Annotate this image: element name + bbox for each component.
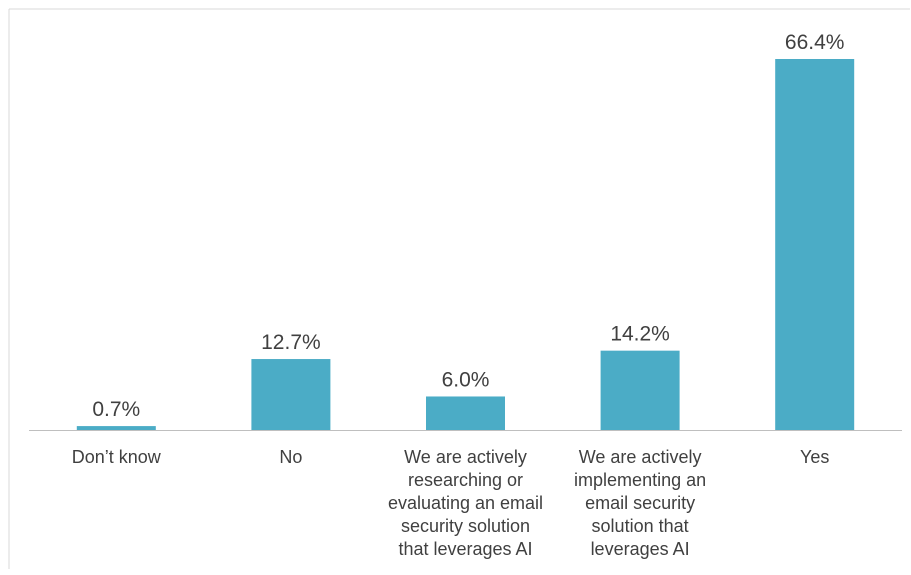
x-tick-label-2-4: that leverages AI [398,539,532,559]
data-label-3: 14.2% [610,323,670,346]
bar-2 [426,396,505,430]
x-tick-label-4-0: Yes [800,447,829,467]
x-tick-label-2-2: evaluating an email [388,493,543,513]
x-tick-label-3-0: We are actively [579,447,702,467]
bar-1 [251,359,331,430]
x-tick-label-3-1: implementing an [574,470,706,490]
data-label-1: 12.7% [261,331,321,354]
data-label-2: 6.0% [442,368,490,391]
x-tick-label-3-4: leverages AI [591,539,690,559]
bar-4 [775,59,855,430]
bar-3 [600,350,680,430]
x-tick-label-2-0: We are actively [404,447,527,467]
data-label-4: 66.4% [785,31,845,54]
x-tick-label-2-3: security solution [401,516,530,536]
x-tick-label-0-0: Don’t know [72,447,162,467]
x-tick-label-3-2: email security [585,493,695,513]
x-tick-label-1-0: No [279,447,302,467]
bar-0 [76,426,156,430]
data-label-0: 0.7% [92,398,140,421]
x-tick-label-2-1: researching or [408,470,523,490]
x-tick-label-3-3: solution that [592,516,689,536]
